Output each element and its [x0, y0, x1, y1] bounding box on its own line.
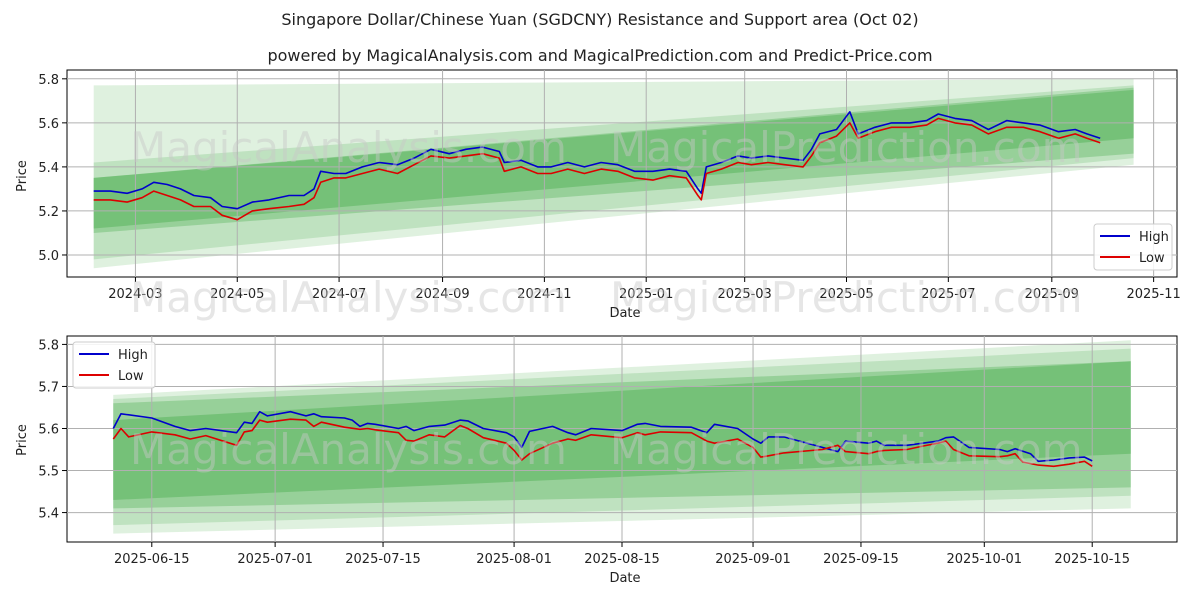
bottom-y-tick-label: 5.5: [38, 465, 59, 480]
top-x-tick-label: 2024-07: [312, 287, 366, 302]
top-y-axis: 5.0 5.2 5.4 5.6 5.8: [38, 73, 67, 264]
top-series-low-line: [93, 117, 1101, 221]
bottom-y-tick-label: 5.8: [38, 338, 59, 353]
chart-subtitle: powered by MagicalAnalysis.com and Magic…: [267, 46, 933, 65]
bottom-y-tick-label: 5.4: [38, 507, 59, 522]
top-band-2: [93, 85, 1134, 260]
bottom-watermark-left: MagicalAnalysis.com: [130, 425, 567, 474]
top-series: [93, 111, 1101, 221]
top-x-tick-label: 2025-05: [819, 287, 873, 302]
top-y-tick-label: 5.0: [38, 249, 59, 264]
bottom-x-tick-label: 2025-07-01: [237, 552, 313, 567]
top-x-tick-label: 2025-11: [1126, 287, 1180, 302]
top-y-tick-label: 5.6: [38, 117, 59, 132]
top-legend-high-label: High: [1139, 230, 1169, 245]
bottom-y-tick-label: 5.7: [38, 380, 59, 395]
bottom-watermark-right: MagicalPrediction.com: [610, 425, 1083, 474]
top-x-tick-label: 2025-07: [921, 287, 975, 302]
top-series-high-line: [93, 111, 1101, 210]
bottom-x-tick-label: 2025-06-15: [114, 552, 190, 567]
top-y-tick-label: 5.2: [38, 205, 59, 220]
bottom-y-axis-label: Price: [15, 424, 30, 456]
bottom-x-axis: 2025-06-15 2025-07-01 2025-07-15 2025-08-01…: [114, 542, 1130, 567]
bottom-x-tick-label: 2025-08-01: [476, 552, 552, 567]
top-plot-frame: [66, 69, 1178, 278]
top-x-tick-label: 2024-11: [517, 287, 571, 302]
top-y-axis-label: Price: [15, 160, 30, 192]
top-x-tick-label: 2025-03: [718, 287, 772, 302]
bottom-legend-high-label: High: [118, 348, 148, 363]
top-x-tick-label: 2025-09: [1025, 287, 1079, 302]
top-x-axis: 2024-03 2024-05 2024-07 2024-09 2024-11 2025-…: [108, 277, 1181, 302]
top-x-tick-label: 2024-09: [415, 287, 469, 302]
top-band-1: [93, 78, 1134, 269]
bottom-x-tick-label: 2025-10-01: [947, 552, 1023, 567]
bottom-x-tick-label: 2025-10-15: [1054, 552, 1130, 567]
top-grid: [67, 70, 1177, 277]
top-x-tick-label: 2024-05: [210, 287, 264, 302]
bottom-grid: [67, 336, 1177, 542]
top-panel: 2024-03 2024-05 2024-07 2024-09 2024-11 2025-…: [15, 69, 1181, 322]
bottom-series: [112, 410, 1093, 468]
top-band-4: [93, 89, 1134, 229]
top-x-tick-label: 2025-01: [619, 287, 673, 302]
top-resistance-support-bands: [93, 78, 1134, 269]
bottom-x-axis-label: Date: [609, 571, 640, 586]
bottom-x-tick-label: 2025-07-15: [345, 552, 421, 567]
top-watermark-right-2: MagicalPrediction.com: [610, 273, 1083, 322]
top-legend-low-label: Low: [1139, 251, 1165, 266]
top-x-axis-label: Date: [609, 306, 640, 321]
bottom-legend: High Low: [72, 341, 156, 389]
bottom-series-low-line: [112, 418, 1093, 468]
top-y-tick-label: 5.4: [38, 161, 59, 176]
bottom-panel: 2025-06-15 2025-07-01 2025-07-15 2025-08-01…: [15, 335, 1178, 586]
top-y-tick-label: 5.8: [38, 73, 59, 88]
chart-title: Singapore Dollar/Chinese Yuan (SGDCNY) R…: [281, 10, 919, 29]
top-watermark-left-2: MagicalAnalysis.com: [130, 273, 567, 322]
bottom-x-tick-label: 2025-09-15: [823, 552, 899, 567]
bottom-legend-low-label: Low: [118, 369, 144, 384]
top-legend: High Low: [1093, 223, 1173, 271]
bottom-y-axis: 5.4 5.5 5.6 5.7 5.8: [38, 338, 67, 522]
bottom-x-tick-label: 2025-08-15: [584, 552, 660, 567]
top-watermark-left: MagicalAnalysis.com: [130, 123, 567, 172]
top-watermark-right: MagicalPrediction.com: [610, 123, 1083, 172]
bottom-x-tick-label: 2025-09-01: [715, 552, 791, 567]
bottom-series-high-line: [112, 410, 1093, 463]
top-x-tick-label: 2024-03: [108, 287, 162, 302]
top-band-3: [93, 87, 1134, 233]
bottom-y-tick-label: 5.6: [38, 422, 59, 437]
